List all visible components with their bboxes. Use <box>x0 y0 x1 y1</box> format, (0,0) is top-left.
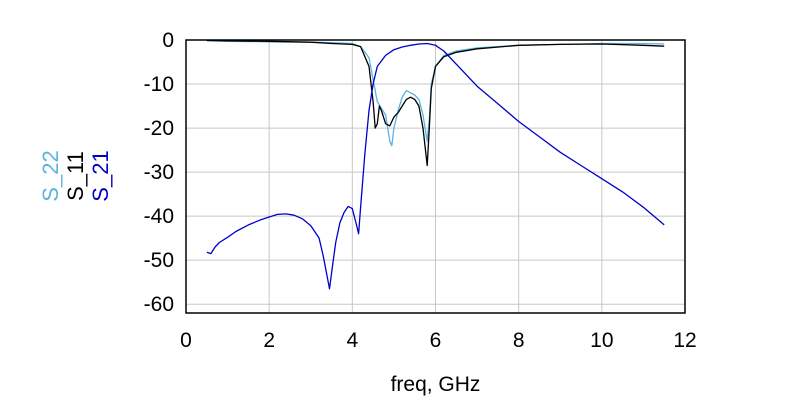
x-tick-label: 8 <box>513 329 525 352</box>
x-tick-label: 12 <box>673 329 696 352</box>
legend-label-s21: S_21 <box>88 150 113 201</box>
x-axis-title: freq, GHz <box>391 373 481 396</box>
legend-label-s22: S_22 <box>38 150 63 201</box>
series-line-s11 <box>206 39 665 167</box>
y-axis-legend: S_22 S_11 S_21 <box>38 150 113 201</box>
y-tick-labels: 0 -10 -20 -30 -40 -50 -60 <box>144 29 174 316</box>
y-tick-label: -60 <box>144 293 174 316</box>
series-layer <box>206 39 665 290</box>
series-line-s21 <box>206 42 665 290</box>
x-tick-labels: 0 2 4 6 8 10 12 <box>180 329 697 352</box>
y-tick-label: 0 <box>162 29 174 52</box>
x-tick-label: 4 <box>346 329 358 352</box>
x-tick-label: 0 <box>180 329 192 352</box>
plot-frame <box>185 39 686 314</box>
grid <box>185 39 686 313</box>
y-tick-label: -30 <box>144 161 174 184</box>
y-tick-label: -20 <box>144 117 174 140</box>
y-tick-label: -10 <box>144 73 174 96</box>
x-tick-label: 2 <box>263 329 275 352</box>
y-tick-label: -40 <box>144 205 174 228</box>
legend-label-s11: S_11 <box>63 151 88 201</box>
x-tick-label: 6 <box>430 329 442 352</box>
y-tick-label: -50 <box>144 249 174 272</box>
x-tick-label: 10 <box>590 329 613 352</box>
